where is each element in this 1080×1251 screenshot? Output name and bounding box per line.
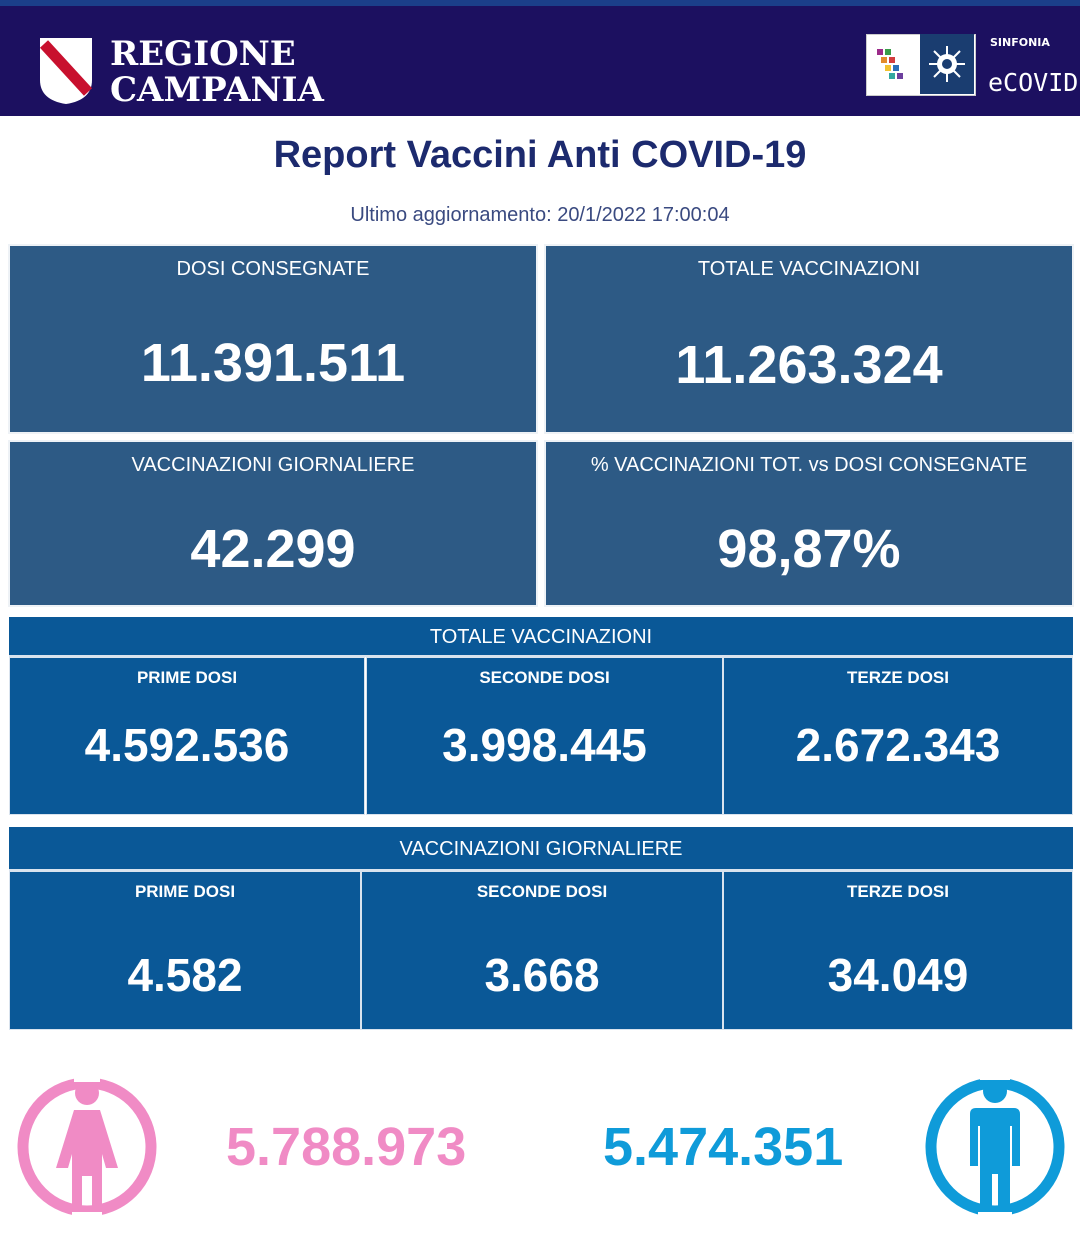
card-dosi-consegnate: DOSI CONSEGNATE 11.391.511: [8, 244, 538, 434]
totale-terze-dosi: TERZE DOSI 2.672.343: [723, 657, 1073, 815]
page-title: Report Vaccini Anti COVID-19: [273, 134, 807, 176]
sub-value: 2.672.343: [795, 719, 1001, 771]
female-count: 5.788.973: [226, 1117, 467, 1177]
card-value: 11.391.511: [140, 333, 406, 393]
card-label: TOTALE VACCINAZIONI: [697, 258, 921, 280]
sub-value: 34.049: [827, 949, 969, 1001]
sub-value: 4.582: [127, 949, 243, 1001]
ecovid-label: eCOVID: [988, 68, 1079, 97]
section-title-totale: TOTALE VACCINAZIONI: [9, 617, 1073, 657]
card-vaccinazioni-giornaliere: VACCINAZIONI GIORNALIERE 42.299: [8, 440, 538, 607]
giornaliere-prime-dosi: PRIME DOSI 4.582: [9, 871, 361, 1030]
card-label: % VACCINAZIONI TOT. vs DOSI CONSEGNATE: [590, 454, 1028, 476]
header-bar: REGIONE CAMPANIA SINFONIA eCOVID: [0, 6, 1080, 116]
card-percentuale: % VACCINAZIONI TOT. vs DOSI CONSEGNATE 9…: [544, 440, 1074, 607]
card-value: 42.299: [190, 519, 356, 579]
region-name-line1: REGIONE: [110, 34, 296, 74]
virus-icon: [929, 46, 965, 82]
sub-label: SECONDE DOSI: [476, 882, 608, 901]
card-label: DOSI CONSEGNATE: [176, 258, 370, 280]
totale-prime-dosi: PRIME DOSI 4.592.536: [9, 657, 365, 815]
grid-logo-icon: [877, 49, 903, 79]
totale-seconde-dosi: SECONDE DOSI 3.998.445: [366, 657, 723, 815]
giornaliere-seconde-dosi: SECONDE DOSI 3.668: [361, 871, 723, 1030]
sub-value: 3.998.445: [442, 719, 647, 771]
region-name-line2: CAMPANIA: [110, 70, 324, 110]
giornaliere-terze-dosi: TERZE DOSI 34.049: [723, 871, 1073, 1030]
sub-label: TERZE DOSI: [846, 668, 949, 687]
card-label: VACCINAZIONI GIORNALIERE: [131, 454, 415, 476]
section-title-giornaliere: VACCINAZIONI GIORNALIERE: [9, 827, 1073, 871]
sub-label: SECONDE DOSI: [479, 668, 610, 687]
female-person-icon: [17, 1076, 157, 1218]
sub-label: PRIME DOSI: [136, 668, 238, 687]
card-totale-vaccinazioni: TOTALE VACCINAZIONI 11.263.324: [544, 244, 1074, 434]
top-accent-line: [0, 0, 1080, 6]
sinfonia-label: SINFONIA: [990, 36, 1050, 49]
sub-label: PRIME DOSI: [134, 882, 236, 901]
sub-value: 4.592.536: [84, 719, 290, 771]
virus-logo: [920, 34, 974, 94]
region-shield-icon: [39, 38, 93, 104]
sub-value: 3.668: [484, 949, 600, 1001]
male-person-icon: [925, 1074, 1065, 1220]
sub-label: TERZE DOSI: [846, 882, 949, 901]
last-update: Ultimo aggiornamento: 20/1/2022 17:00:04: [350, 204, 730, 226]
card-value: 98,87%: [717, 519, 901, 579]
card-value: 11.263.324: [675, 335, 943, 395]
male-count: 5.474.351: [603, 1117, 844, 1177]
